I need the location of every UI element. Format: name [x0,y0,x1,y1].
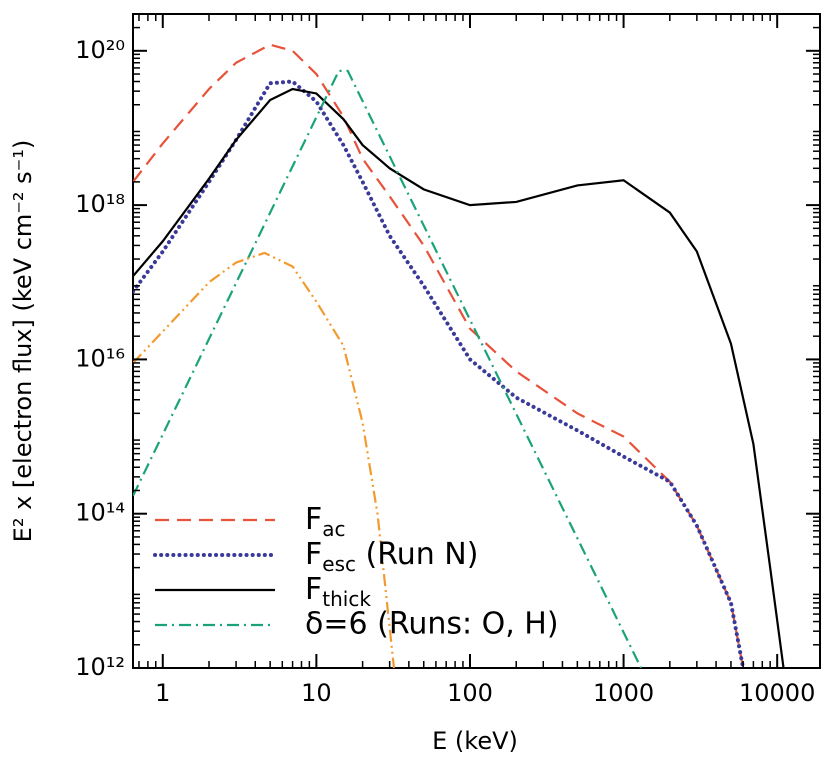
legend-label: Fesc (Run N) [305,537,478,576]
series-line [133,43,745,668]
legend-label: Fthick [305,572,371,611]
series-line [133,69,643,668]
x-tick-label: 10000 [739,679,815,707]
y-axis-label: E² x [electron flux] (keV cm⁻² s⁻¹) [9,140,37,543]
plot-lines [133,43,785,668]
x-tick-label: 1000 [593,679,654,707]
legend-label-part: esc [322,552,356,576]
x-tick-label: 1 [155,679,170,707]
series-line [133,87,785,668]
y-tick-label: 10²⁰ [75,36,125,64]
y-tick-label: 10¹⁴ [75,499,125,527]
legend-label: δ=6 (Runs: O, H) [305,607,559,642]
legend-label-part: thick [322,587,371,611]
x-axis-label: E (keV) [432,727,518,755]
legend-label-part: F [305,537,322,572]
plot-frame [132,13,821,669]
legend-label-part: F [305,502,322,537]
x-tick-label: 100 [447,679,493,707]
x-tick-label: 10 [301,679,332,707]
y-tick-label: 10¹⁸ [75,190,125,218]
legend-label-part: (Run N) [356,537,478,572]
legend-label-part: ac [322,517,345,541]
series-line [133,79,746,668]
y-tick-label: 10¹⁶ [75,344,125,372]
legend-label: Fac [305,502,346,541]
series-line [133,251,396,668]
legend-label-part: F [305,572,322,607]
y-tick-label: 10¹² [75,653,125,681]
